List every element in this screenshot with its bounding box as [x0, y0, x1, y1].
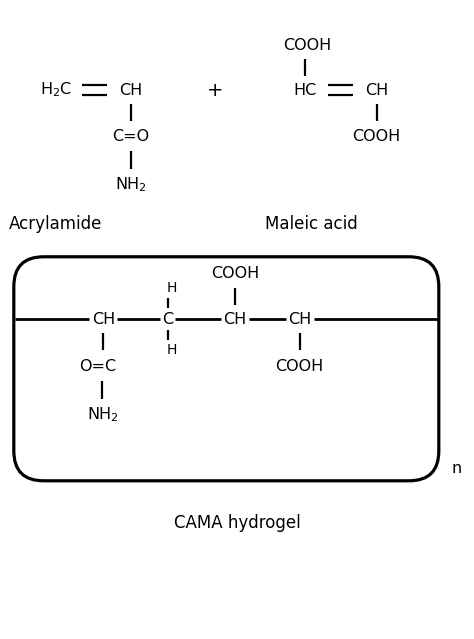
Text: C: C — [162, 311, 173, 327]
Text: CAMA hydrogel: CAMA hydrogel — [173, 514, 301, 532]
Text: CH: CH — [288, 311, 311, 327]
Text: O=C: O=C — [79, 358, 116, 374]
Text: COOH: COOH — [275, 358, 324, 374]
Text: n: n — [451, 461, 462, 476]
Text: CH: CH — [365, 82, 388, 98]
Text: COOH: COOH — [353, 129, 401, 144]
Text: HC: HC — [293, 82, 316, 98]
Text: CH: CH — [119, 82, 142, 98]
Text: NH$_2$: NH$_2$ — [87, 405, 118, 424]
Text: CH: CH — [223, 311, 246, 327]
Text: +: + — [207, 81, 223, 100]
Text: C=O: C=O — [112, 129, 149, 144]
Text: COOH: COOH — [283, 38, 331, 52]
Text: Maleic acid: Maleic acid — [265, 215, 357, 233]
Text: H$_2$C: H$_2$C — [40, 81, 72, 99]
Text: NH$_2$: NH$_2$ — [115, 175, 146, 194]
Text: H: H — [166, 343, 177, 357]
Text: COOH: COOH — [211, 266, 259, 281]
Text: CH: CH — [91, 311, 115, 327]
Text: H: H — [166, 281, 177, 295]
Text: Acrylamide: Acrylamide — [9, 215, 102, 233]
